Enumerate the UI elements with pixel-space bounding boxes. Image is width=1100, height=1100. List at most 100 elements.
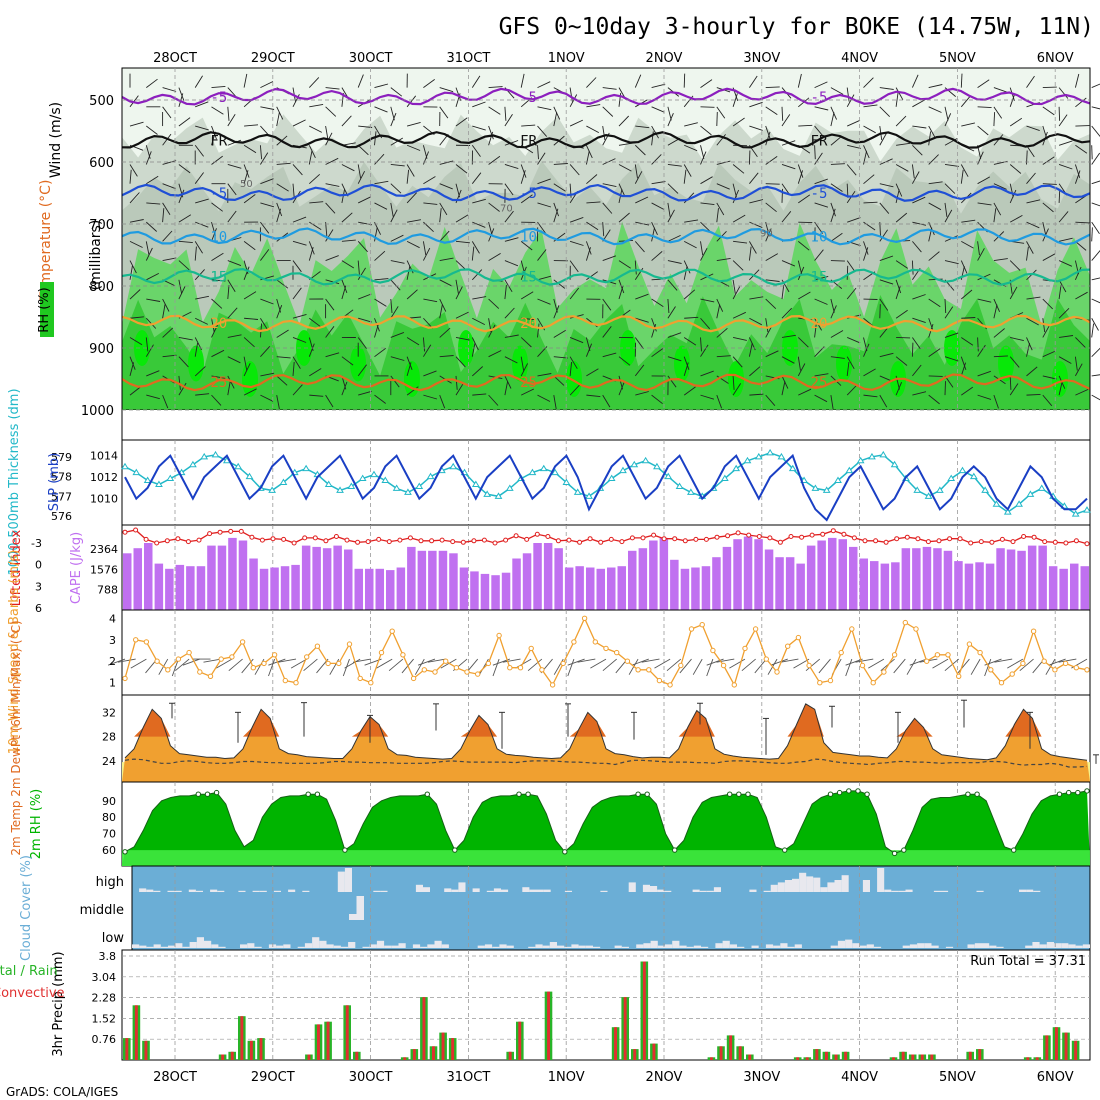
wind-barb-10m [107, 658, 126, 666]
cape-bar [796, 563, 805, 610]
thickness-tick: 577 [51, 490, 72, 503]
li-point [957, 536, 963, 542]
wind-barb [1075, 241, 1087, 251]
thickness-point [528, 468, 537, 476]
cloud-bar-low [729, 944, 737, 948]
wind-barb [1026, 342, 1031, 357]
wind-barb [1026, 317, 1039, 326]
rh-contour-label: 50 [240, 179, 253, 190]
precip-convective-bar [710, 1057, 713, 1060]
wind-barb [569, 94, 578, 108]
wind-barb [194, 144, 204, 157]
cloud-bar-high [501, 889, 509, 892]
cloud-bar-high [451, 889, 459, 892]
wind-barb [439, 208, 442, 223]
wind-barb [406, 362, 412, 377]
cloud-bar-high [706, 890, 714, 892]
cloud-bar-low [665, 944, 673, 948]
wind-barb [1058, 164, 1073, 170]
date-label-bottom: 6NOV [1037, 1070, 1074, 1085]
cloud-bar-low [686, 946, 694, 948]
wind-barb [129, 265, 133, 280]
cloud-bar-low [506, 945, 514, 948]
wind-barb [553, 395, 557, 409]
wind-barb [276, 395, 280, 409]
cape-bar [764, 549, 774, 610]
wind-barb [194, 366, 206, 377]
wind-barb [455, 240, 470, 244]
wind-barb [211, 279, 226, 282]
precip-convective-bar [738, 1046, 742, 1060]
wind-barb [162, 87, 177, 92]
cloud-bar-high [784, 880, 792, 892]
cape-bar [849, 546, 858, 610]
dewpoint-line [124, 758, 1088, 768]
cape-bar [912, 548, 921, 610]
run-total-label: Run Total = [970, 954, 1049, 969]
wind-barb [374, 347, 386, 358]
wind-barb [406, 192, 417, 204]
wind-barb [700, 151, 707, 165]
cloud-bar-low [614, 945, 622, 948]
cloud-bar-low [304, 943, 313, 948]
wind-barb [618, 356, 631, 366]
li-point [598, 539, 604, 545]
cape-bar [428, 550, 437, 610]
wind-speed-point [817, 680, 823, 686]
wind-barb [928, 202, 942, 211]
precip-convective-bar [249, 1040, 253, 1060]
wind-barb [1091, 394, 1100, 401]
wind-barb-10m [203, 658, 222, 663]
wind-barb [814, 152, 823, 165]
thickness-point [1015, 500, 1023, 507]
wind-barb [765, 86, 780, 89]
cape-bar [775, 557, 784, 610]
cloud-bar-low [585, 945, 593, 948]
thickness-point [336, 486, 344, 493]
slp-series-line [124, 453, 1088, 522]
wind-barb-10m [417, 658, 436, 666]
cape-bar [1070, 563, 1079, 610]
rh2m-axis-title: 2m RH (%) [29, 789, 44, 860]
wind-barb [162, 106, 172, 119]
cloud-bar-low [722, 940, 730, 948]
wind-barb [928, 131, 932, 146]
wind-barb [162, 160, 177, 165]
wind-barb [1091, 227, 1093, 242]
li-point [936, 538, 942, 544]
wind-barb-10m [984, 658, 992, 677]
thickness-point [935, 486, 944, 493]
rh-axis-title: RH (%) [37, 287, 52, 332]
wind-barb [618, 164, 632, 172]
wind-barb [162, 230, 173, 242]
cloud-bar-low [535, 944, 543, 948]
wind-barb [178, 375, 181, 390]
wind-barb [374, 83, 389, 89]
cape-bar [280, 566, 290, 610]
wind-barb [602, 87, 617, 90]
li-point [661, 536, 667, 542]
wind-axis-title: Wind (m/s) [48, 102, 64, 178]
cape-bar [144, 543, 153, 610]
wind-barb [292, 260, 302, 273]
cloud-bar-low [196, 937, 204, 948]
wind-barb [1042, 253, 1056, 261]
wind-barb [374, 227, 378, 242]
cape-bar [228, 537, 237, 610]
wind-barb [863, 394, 878, 398]
wind-barb [471, 144, 481, 157]
wind-barb [765, 106, 778, 115]
thickness-point [958, 466, 967, 474]
rh-max-blob [242, 361, 258, 397]
wind-barb [684, 219, 699, 223]
wind-barb [944, 113, 952, 127]
temp-line [124, 703, 1088, 761]
thickness-point [1026, 490, 1035, 497]
wind-barb [602, 106, 614, 117]
wind-barb [129, 386, 142, 396]
wind-barb [308, 241, 315, 255]
cape-bar [712, 557, 721, 610]
wind-barb [227, 285, 230, 300]
precip-convective-bar [518, 1021, 522, 1060]
isotherm-label: FR [811, 133, 828, 149]
